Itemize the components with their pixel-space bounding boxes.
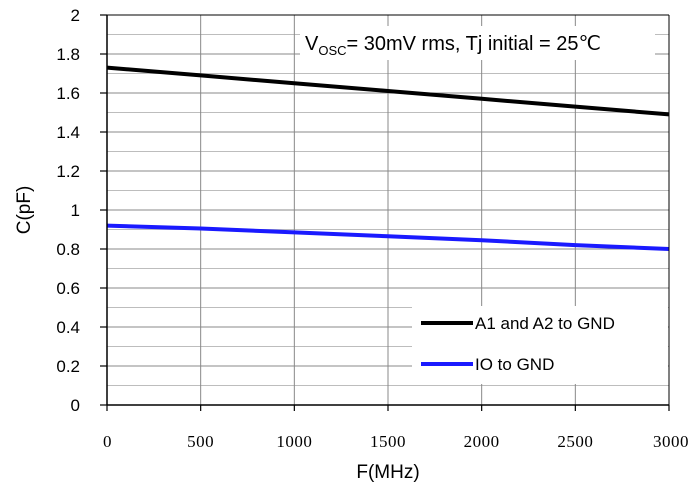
tick-labels: 0 0.2 0.4 0.6 0.8 1 1.2 1.4 1.6 1.8 2 0 500 1000 1500 2… [56,6,689,451]
annotation-subscript: OSC [318,43,346,58]
x-tick-label: 500 [187,432,214,451]
y-tick-label: 0.2 [56,357,80,376]
x-tick-label: 2000 [464,432,500,451]
x-tick-label: 1000 [276,432,312,451]
x-tick-label: 1500 [370,432,406,451]
y-tick-label: 0.4 [56,318,80,337]
series-line-1 [106,223,670,251]
y-tick-label: 0 [71,396,80,415]
y-tick-label: 2 [71,6,80,25]
y-tick-label: 1.6 [56,84,80,103]
y-tick-label: 1.8 [56,45,80,64]
y-tick-label: 0.8 [56,240,80,259]
y-tick-label: 1.4 [56,123,80,142]
annotation-v: V [305,33,319,55]
annotation-text: VOSC= 30mV rms, Tj initial = 25℃ [305,33,601,58]
x-axis-label: F(MHz) [356,462,419,483]
series-lines [106,65,670,251]
legend-label-io: IO to GND [475,355,554,374]
y-tick-label: 1 [71,201,80,220]
legend-background [412,306,668,384]
axes [100,14,670,411]
annotation-background [300,26,655,60]
series-line-0 [106,65,670,117]
y-axis-label: C(pF) [14,186,35,235]
x-tick-label: 3000 [653,432,689,451]
x-tick-label: 2500 [557,432,593,451]
y-tick-label: 1.2 [56,162,80,181]
legend-label-a1-a2: A1 and A2 to GND [475,314,615,333]
y-tick-label: 0.6 [56,279,80,298]
annotation-rest: = 30mV rms, Tj initial = 25℃ [347,33,601,55]
legend: A1 and A2 to GND IO to GND [412,306,668,384]
x-tick-label: 0 [103,432,112,451]
